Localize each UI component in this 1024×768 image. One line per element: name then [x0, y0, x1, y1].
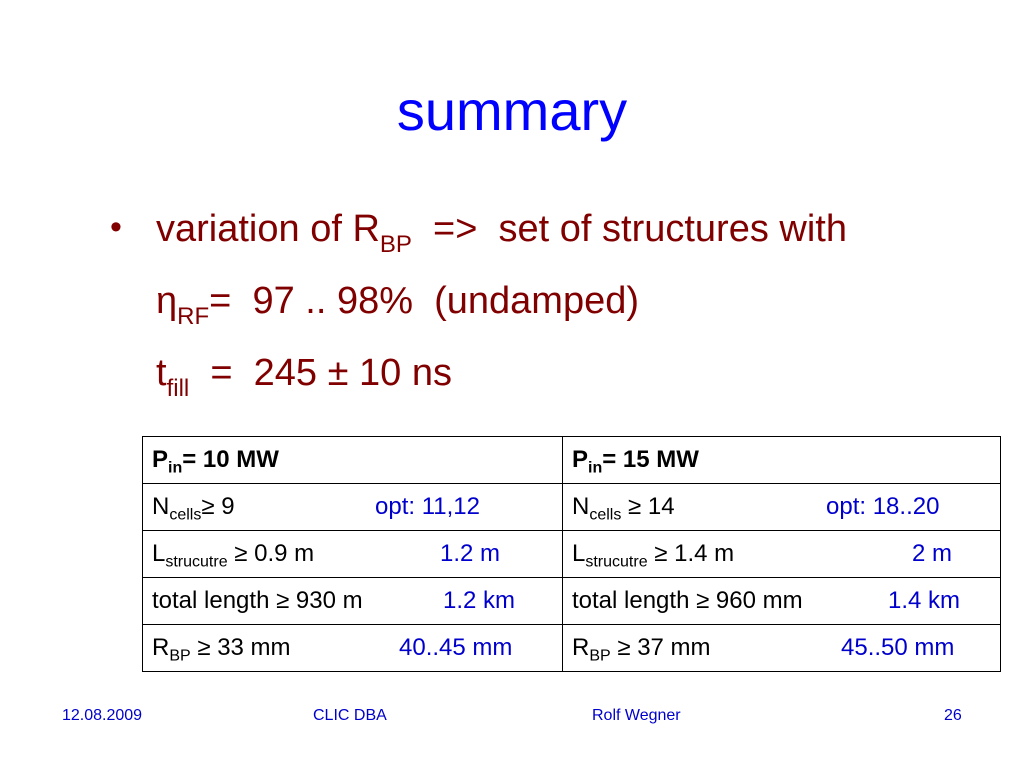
cell-value: ≥ 14: [621, 493, 675, 520]
header-pin-15mw-prefix: P: [572, 446, 589, 473]
cell-ncells-15mw: Ncells ≥ 14 opt: 18..20: [562, 483, 1001, 531]
cell-label: R: [152, 634, 170, 661]
cell-opt-value: 1.4 km: [888, 587, 961, 614]
bullet-line-eta: ηRF= 97 .. 98% (undamped): [156, 280, 640, 328]
bullet-line-tfill-sub: fill: [166, 374, 190, 402]
bullet-line-rbp-suffix: => set of structures with: [411, 208, 847, 250]
bullet-line-rbp: variation of RBP => set of structures wi…: [156, 208, 847, 256]
cell-value: ≥ 0.9 m: [227, 540, 315, 567]
cell-rbp-10mw: RBP ≥ 33 mm 40..45 mm: [142, 624, 563, 672]
bullet-line-eta-prefix: η: [156, 280, 178, 322]
cell-ncells-10mw: Ncells≥ 9 opt: 11,12: [142, 483, 563, 531]
footer-date: 12.08.2009: [62, 707, 143, 724]
bullet-line-tfill-prefix: t: [156, 352, 167, 394]
cell-sub: BP: [589, 647, 611, 665]
footer-author: Rolf Wegner: [592, 707, 681, 724]
cell-value: ≥ 9: [201, 493, 235, 520]
cell-label: N: [572, 493, 590, 520]
header-pin-10mw: Pin= 10 MW: [142, 436, 563, 484]
cell-sub: cells: [169, 506, 202, 524]
table-row: Lstrucutre ≥ 0.9 m 1.2 m Lstrucutre ≥ 1.4…: [142, 530, 1001, 578]
cell-label: N: [152, 493, 170, 520]
header-pin-10mw-prefix: P: [152, 446, 169, 473]
cell-value: ≥ 37 mm: [610, 634, 711, 661]
bullet-line-rbp-prefix: variation of R: [156, 208, 380, 250]
cell-opt-value: 2 m: [912, 540, 953, 567]
bullet-icon: •: [110, 208, 122, 246]
cell-opt-value: opt: 18..20: [826, 493, 940, 520]
cell-lstructure-10mw: Lstrucutre ≥ 0.9 m 1.2 m: [142, 530, 563, 578]
cell-opt-value: 40..45 mm: [399, 634, 513, 661]
table-row: RBP ≥ 33 mm 40..45 mm RBP ≥ 37 mm 45..50 m…: [142, 624, 1001, 672]
footer-event: CLIC DBA: [313, 707, 387, 724]
cell-opt-value: 45..50 mm: [841, 634, 955, 661]
cell-sub: strucutre: [165, 553, 228, 571]
header-pin-15mw-sub: in: [588, 459, 603, 477]
cell-value: ≥ 960 mm: [689, 587, 803, 614]
footer-page-number: 26: [944, 707, 962, 724]
cell-label: total length: [152, 587, 270, 614]
cell-label: total length: [572, 587, 690, 614]
table-header-row: Pin= 10 MW Pin= 15 MW: [142, 436, 1001, 484]
cell-sub: strucutre: [585, 553, 648, 571]
cell-lstructure-15mw: Lstrucutre ≥ 1.4 m 2 m: [562, 530, 1001, 578]
bullet-line-eta-sub: RF: [177, 302, 210, 330]
cell-totallength-10mw: total length ≥ 930 m 1.2 km: [142, 577, 563, 625]
cell-label: L: [152, 540, 166, 567]
cell-sub: cells: [589, 506, 622, 524]
parameter-table: Pin= 10 MW Pin= 15 MW Ncells≥ 9 opt: 11,1…: [142, 436, 1001, 672]
bullet-line-eta-suffix: = 97 .. 98% (undamped): [209, 280, 640, 322]
cell-opt-value: 1.2 km: [443, 587, 516, 614]
header-pin-10mw-suffix: = 10 MW: [182, 446, 279, 473]
slide-title: summary: [396, 79, 628, 142]
cell-sub: BP: [169, 647, 191, 665]
cell-value: ≥ 1.4 m: [647, 540, 735, 567]
cell-rbp-15mw: RBP ≥ 37 mm 45..50 mm: [562, 624, 1001, 672]
bullet-line-tfill: tfill = 245 ± 10 ns: [156, 352, 452, 400]
cell-opt-value: 1.2 m: [440, 540, 501, 567]
cell-opt-value: opt: 11,12: [375, 493, 480, 520]
bullet-line-tfill-suffix: = 245 ± 10 ns: [189, 352, 452, 394]
bullet-line-rbp-sub: BP: [379, 230, 412, 258]
table-row: Ncells≥ 9 opt: 11,12 Ncells ≥ 14 opt: 18..…: [142, 483, 1001, 531]
header-pin-15mw-suffix: = 15 MW: [602, 446, 699, 473]
header-pin-15mw: Pin= 15 MW: [562, 436, 1001, 484]
cell-value: ≥ 930 m: [269, 587, 363, 614]
table-row: total length ≥ 930 m 1.2 km total length …: [142, 577, 1001, 625]
cell-value: ≥ 33 mm: [190, 634, 291, 661]
cell-label: R: [572, 634, 590, 661]
cell-totallength-15mw: total length ≥ 960 mm 1.4 km: [562, 577, 1001, 625]
header-pin-10mw-sub: in: [168, 459, 183, 477]
cell-label: L: [572, 540, 586, 567]
